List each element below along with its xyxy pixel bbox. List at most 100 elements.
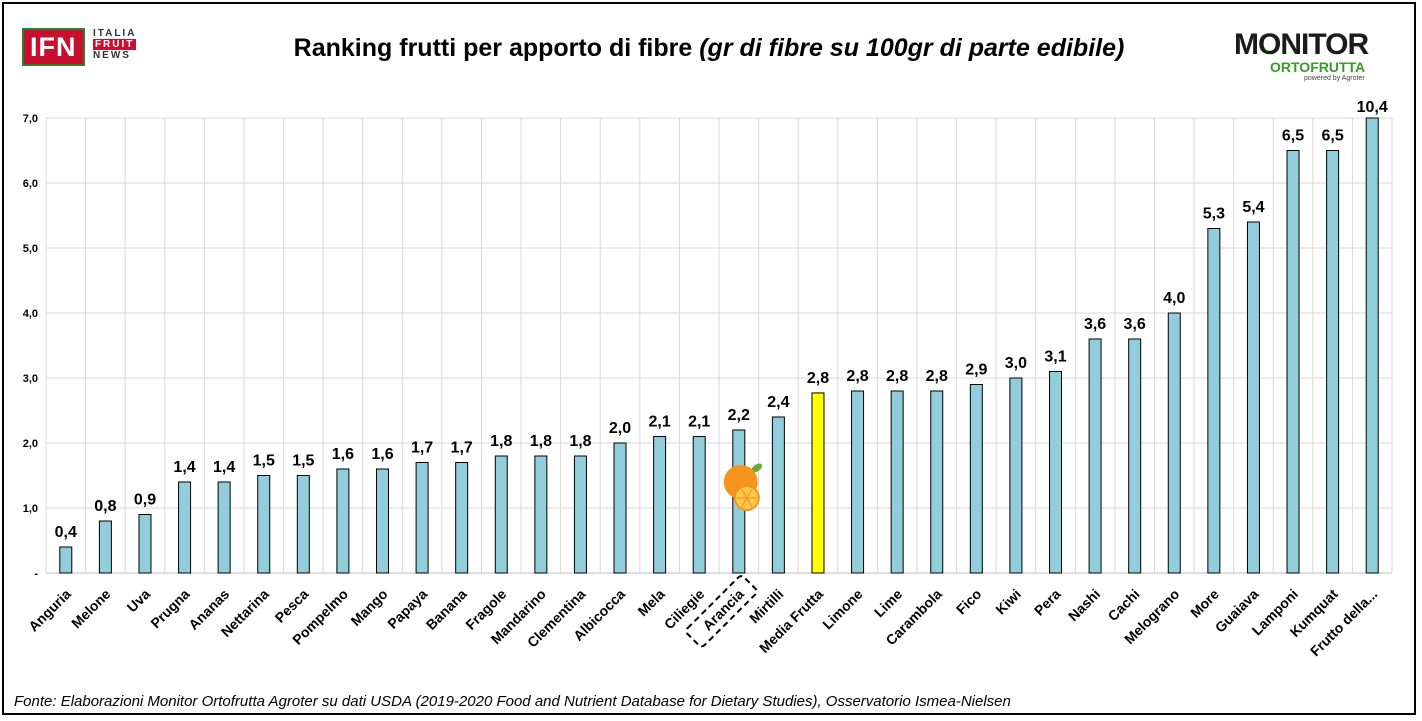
bar-more bbox=[1207, 228, 1221, 574]
x-tick-label-group: Lime bbox=[871, 586, 906, 621]
x-tick-label-group: Limone bbox=[819, 586, 866, 633]
x-tick-label-group: Nashi bbox=[1065, 586, 1103, 624]
bar-prugna bbox=[178, 481, 192, 574]
y-tick-label: 6,0 bbox=[23, 178, 38, 190]
x-tick-label-group: Cachi bbox=[1105, 586, 1143, 624]
data-label: 2,2 bbox=[728, 407, 750, 424]
x-tick-label: Melone bbox=[68, 586, 114, 632]
bar-ciliegie bbox=[692, 436, 706, 574]
x-tick-label-group: Kiwi bbox=[992, 586, 1024, 618]
y-tick-label: 1,0 bbox=[23, 503, 38, 515]
x-tick-label: Ciliegie bbox=[661, 586, 708, 633]
monitor-logo-line2: ORTOFRUTTA bbox=[1270, 59, 1366, 75]
arancia-dashed-box bbox=[685, 575, 758, 648]
data-label: 6,5 bbox=[1282, 128, 1304, 145]
bar-pompelmo bbox=[336, 468, 350, 574]
x-tick-label-group: Uva bbox=[124, 586, 154, 616]
bar-nettarina bbox=[257, 475, 271, 574]
x-tick-label: More bbox=[1187, 586, 1222, 621]
bar-lamponi bbox=[1286, 150, 1300, 574]
x-tick-label-group: Anguria bbox=[25, 586, 74, 635]
data-label: 5,3 bbox=[1203, 206, 1225, 223]
x-tick-label: Pera bbox=[1031, 586, 1064, 619]
x-tick-label: Kiwi bbox=[992, 586, 1024, 618]
x-tick-label: Nashi bbox=[1065, 586, 1103, 624]
bar-lime bbox=[890, 390, 904, 574]
data-label: 2,9 bbox=[965, 362, 987, 379]
bar-mango bbox=[376, 468, 389, 574]
bar-ananas bbox=[217, 481, 231, 574]
bar-melograno bbox=[1167, 312, 1181, 574]
y-tick-label: 7,0 bbox=[23, 113, 38, 125]
data-label: 1,6 bbox=[371, 446, 393, 463]
data-label: 1,7 bbox=[411, 440, 433, 457]
ifn-logo-line3: NEWS bbox=[92, 50, 131, 61]
y-tick-label: 3,0 bbox=[23, 373, 38, 385]
bar-media-frutta bbox=[811, 392, 825, 574]
x-tick-label: Fico bbox=[953, 586, 985, 618]
x-tick-label: Uva bbox=[124, 586, 154, 616]
y-axis: - 1,0 2,0 3,0 4,0 5,0 6,0 7,0 bbox=[23, 113, 39, 580]
data-label: 1,4 bbox=[173, 459, 195, 476]
ifn-logo-mark: IFN bbox=[22, 28, 85, 66]
x-tick-label-group: Ciliegie bbox=[661, 586, 708, 633]
x-tick-label: Mango bbox=[347, 586, 390, 629]
data-label: 2,8 bbox=[807, 370, 829, 387]
ifn-logo-line1: ITALIA bbox=[92, 28, 137, 39]
data-label: 3,1 bbox=[1044, 349, 1066, 366]
data-label: 5,4 bbox=[1242, 199, 1264, 216]
data-label: 1,8 bbox=[490, 433, 512, 450]
data-labels: 0,4 0,8 0,9 1,4 1,4 1,5 1,5 1,6 1,6 1,7 1,7 1,8 1,8 1… bbox=[55, 99, 1388, 541]
bar-mandarino bbox=[534, 455, 548, 574]
bar-mela bbox=[653, 436, 667, 574]
x-tick-label: Limone bbox=[819, 586, 866, 633]
ifn-logo: IFN ITALIA FRUIT NEWS bbox=[22, 28, 137, 66]
data-label: 0,8 bbox=[94, 498, 116, 515]
ifn-logo-words: ITALIA FRUIT NEWS bbox=[92, 28, 137, 61]
data-label: 3,6 bbox=[1084, 316, 1106, 333]
monitor-ortofrutta-logo: MONITOR ORTOFRUTTA powered by Agroter bbox=[1234, 30, 1414, 83]
x-tick-label: Mela bbox=[634, 586, 667, 619]
data-label: 1,5 bbox=[253, 453, 275, 470]
y-tick-label: 2,0 bbox=[23, 438, 38, 450]
data-label: 10,4 bbox=[1357, 99, 1388, 116]
bar-banana bbox=[455, 462, 469, 574]
bar-mirtilli bbox=[771, 416, 785, 574]
data-label: 3,6 bbox=[1124, 316, 1146, 333]
y-tick-label: 5,0 bbox=[23, 243, 38, 255]
x-tick-label-group: Pera bbox=[1031, 586, 1064, 619]
bar-clementina bbox=[573, 455, 587, 574]
x-tick-label-group: Mango bbox=[347, 586, 390, 629]
bar-nashi bbox=[1088, 338, 1102, 574]
bar-fragole bbox=[494, 455, 508, 574]
data-label: 1,4 bbox=[213, 459, 235, 476]
data-label: 1,5 bbox=[292, 453, 314, 470]
data-label: 2,8 bbox=[886, 368, 908, 385]
x-tick-label: Lime bbox=[871, 586, 906, 621]
bar-kiwi bbox=[1009, 377, 1023, 574]
bar-guaiava bbox=[1246, 221, 1260, 574]
x-tick-label-group: Mela bbox=[634, 586, 667, 619]
bar-kumquat bbox=[1326, 150, 1340, 574]
data-label: 0,9 bbox=[134, 492, 156, 509]
data-label: 4,0 bbox=[1163, 290, 1185, 307]
data-label: 1,8 bbox=[569, 433, 591, 450]
chart-title: Ranking frutti per apporto di fibre bbox=[293, 34, 693, 62]
bar-papaya bbox=[415, 462, 429, 574]
bar-melone bbox=[98, 520, 112, 574]
data-label: 2,1 bbox=[648, 414, 670, 431]
x-tick-label: Anguria bbox=[25, 586, 74, 635]
bars bbox=[59, 117, 1379, 574]
x-tick-label-group: Fico bbox=[953, 586, 985, 618]
x-tick-label: Banana bbox=[423, 586, 470, 633]
data-label: 1,6 bbox=[332, 446, 354, 463]
data-label: 3,0 bbox=[1005, 355, 1027, 372]
x-tick-label-group: Melone bbox=[68, 586, 114, 632]
bar-chart: - 1,0 2,0 3,0 4,0 5,0 6,0 7,0 0,4 0,8 0,9 1,4 1,4 1,… bbox=[23, 99, 1393, 659]
x-tick-label-group: Papaya bbox=[384, 586, 430, 632]
x-tick-label: Prugna bbox=[147, 586, 193, 632]
data-label: 2,4 bbox=[767, 394, 789, 411]
source-note: Fonte: Elaborazioni Monitor Ortofrutta A… bbox=[14, 693, 1011, 710]
